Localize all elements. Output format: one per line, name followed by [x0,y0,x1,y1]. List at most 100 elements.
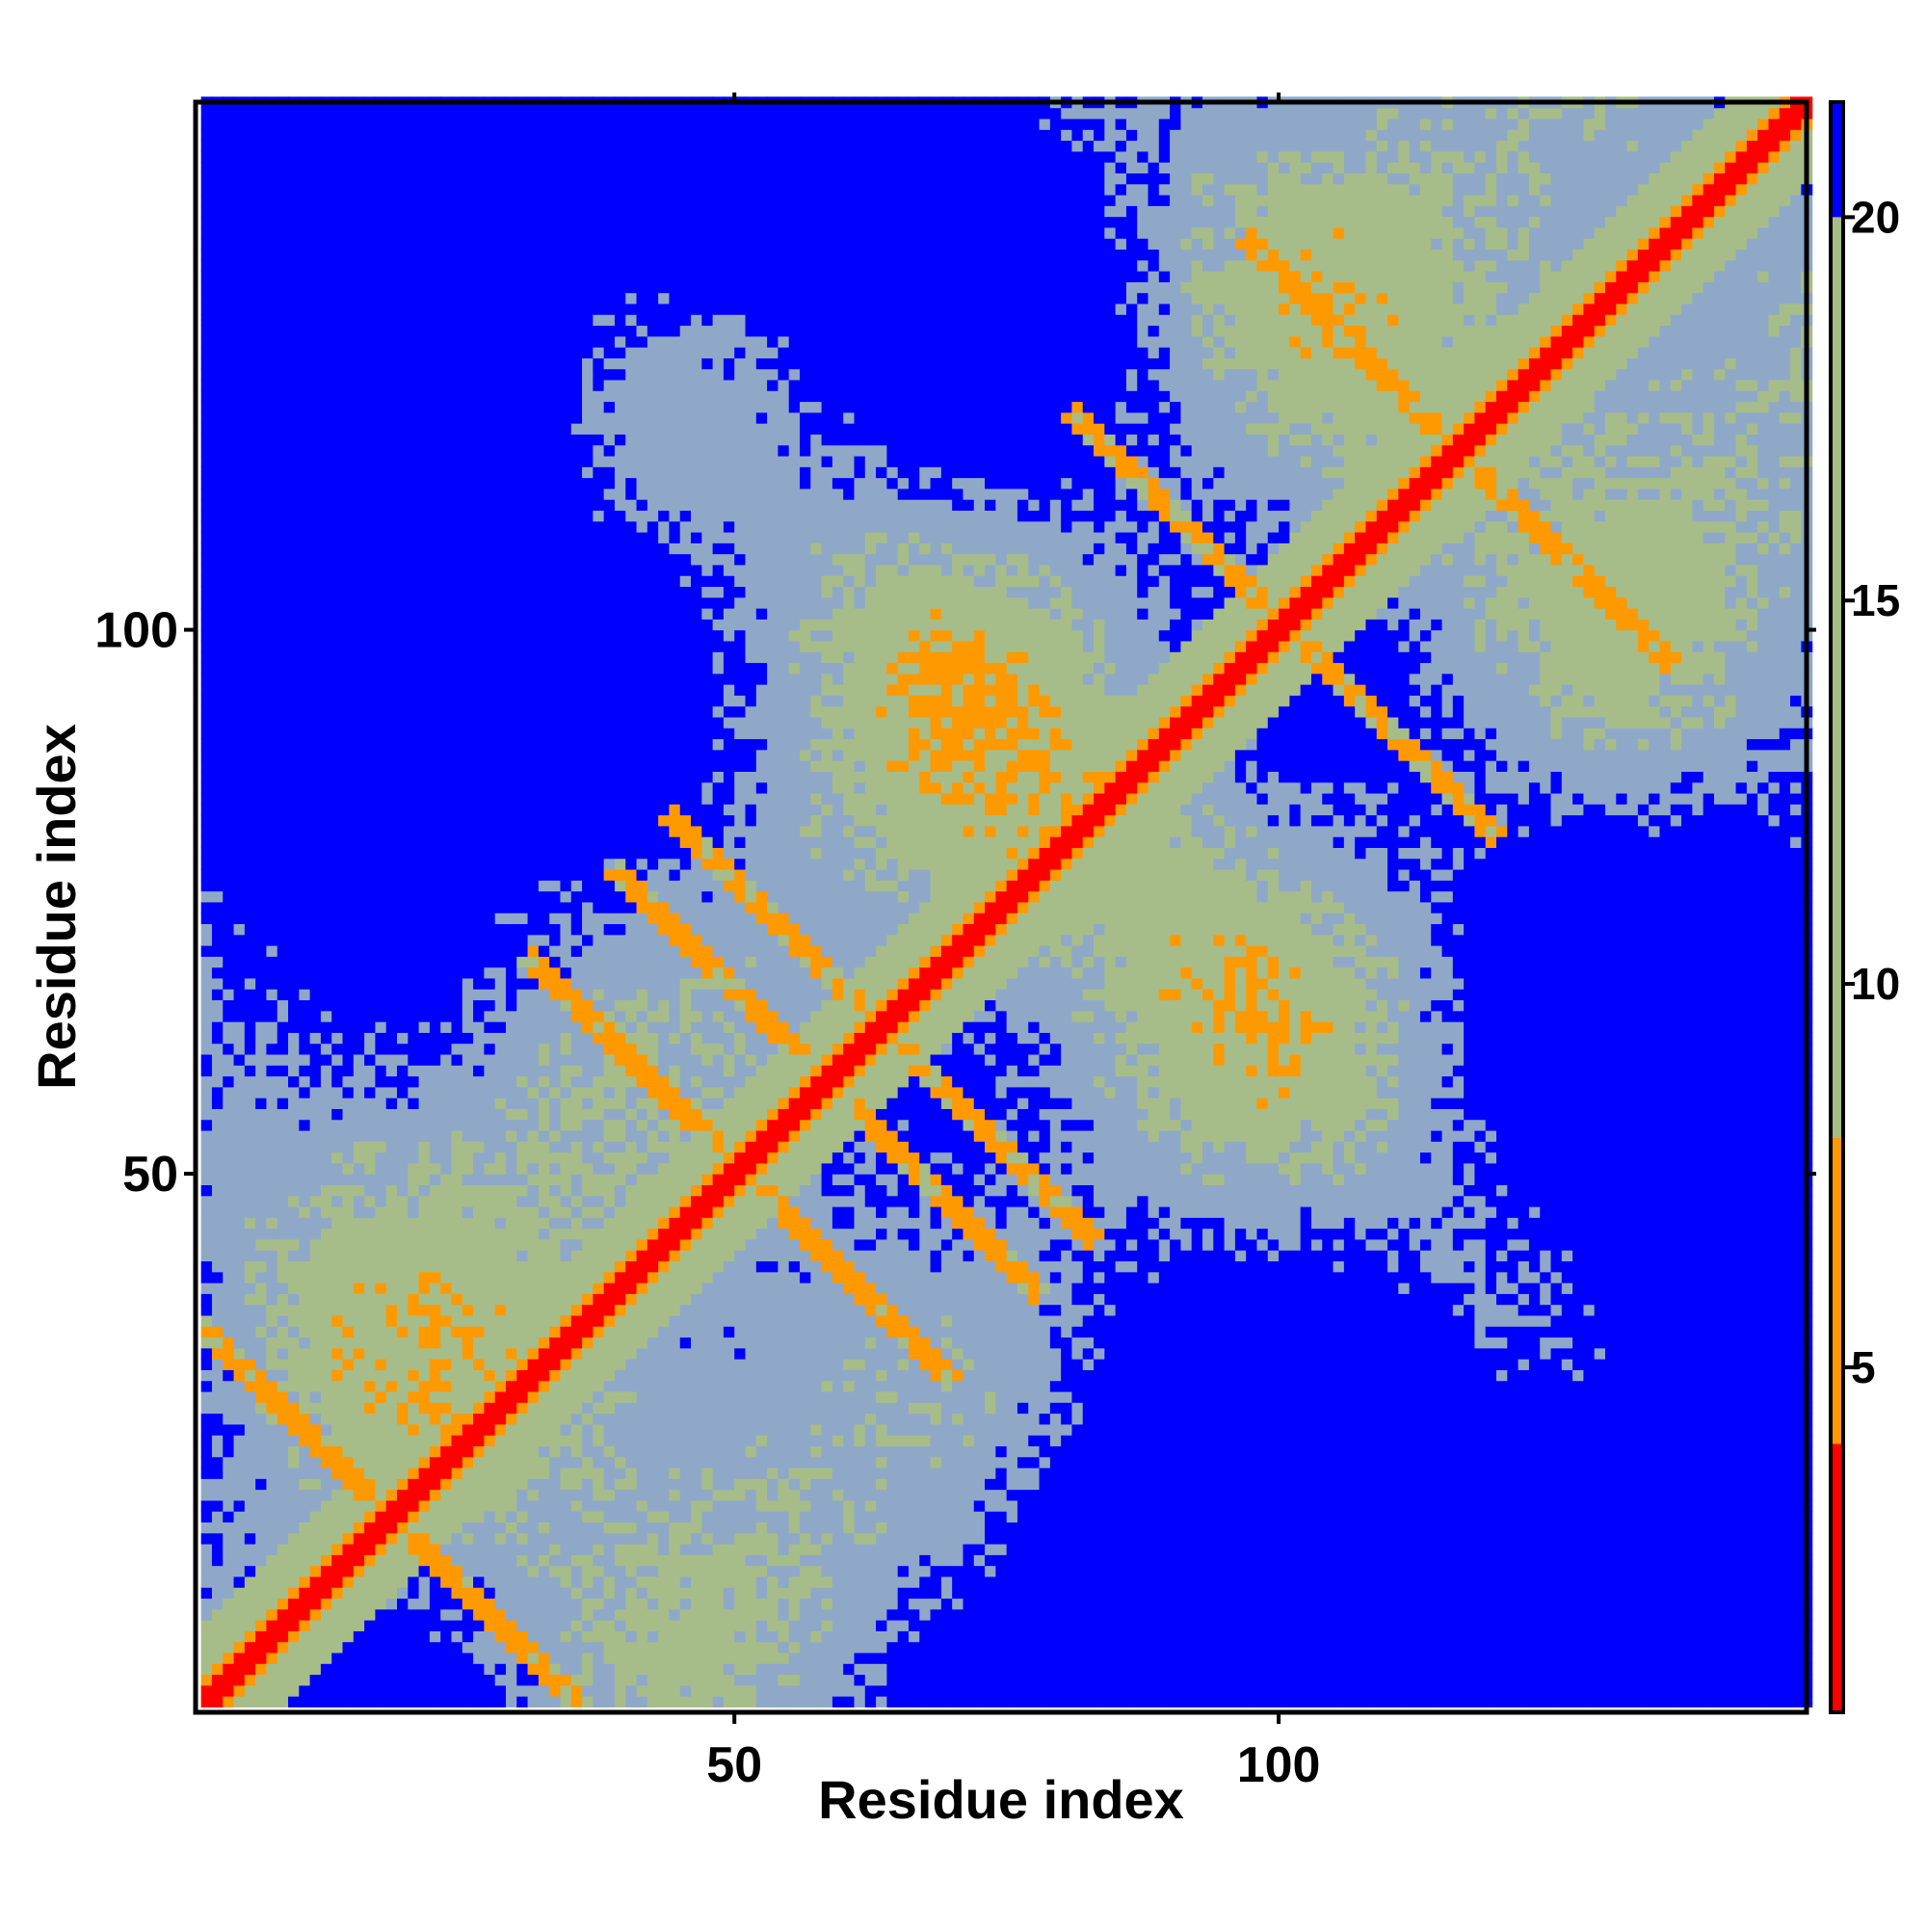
heatmap-cell [354,1293,365,1305]
heatmap-cell [516,1511,528,1522]
heatmap-cell [506,1369,517,1381]
heatmap-cell [288,1609,300,1621]
heatmap-cell [419,151,431,163]
heatmap-cell [310,554,322,566]
heatmap-cell [560,1229,571,1240]
heatmap-cell [255,369,267,381]
heatmap-cell [549,1206,561,1218]
heatmap-cell [375,1098,386,1109]
heatmap-cell [462,1021,474,1033]
heatmap-cell [539,1663,550,1675]
heatmap-cell [549,1554,561,1566]
heatmap-cell [408,1663,419,1675]
heatmap-cell [223,260,234,272]
heatmap-cell [397,1130,409,1142]
heatmap-cell [495,1272,507,1284]
heatmap-cell [495,1402,507,1414]
heatmap-cell [386,999,398,1011]
heatmap-cell [321,466,332,478]
heatmap-cell [310,1065,322,1076]
heatmap-cell [386,336,398,348]
heatmap-cell [408,456,419,467]
heatmap-cell [516,706,528,718]
heatmap-cell [266,1587,277,1599]
heatmap-cell [331,1500,343,1512]
heatmap-cell [560,1130,571,1142]
heatmap-cell [484,891,495,903]
heatmap-cell [473,162,485,173]
heatmap-cell [528,1490,540,1501]
heatmap-cell [528,1305,540,1316]
heatmap-cell [408,293,419,304]
heatmap-cell [288,826,300,837]
heatmap-cell [201,619,213,630]
heatmap-cell [277,1554,289,1566]
heatmap-cell [201,1163,213,1175]
heatmap-cell [408,674,419,685]
heatmap-cell [288,760,300,772]
heatmap-cell [462,684,474,696]
heatmap-cell [560,999,571,1011]
heatmap-cell [288,1305,300,1316]
heatmap-cell [408,1609,419,1621]
heatmap-cell [560,1283,571,1294]
heatmap-cell [495,260,507,272]
heatmap-cell [473,1642,485,1654]
heatmap-cell [419,674,431,685]
heatmap-cell [430,1217,441,1229]
heatmap-cell [495,1490,507,1501]
heatmap-cell [255,771,267,782]
heatmap-cell [331,1065,343,1076]
heatmap-cell [451,728,462,739]
heatmap-cell [539,869,550,881]
heatmap-cell [408,836,419,848]
heatmap-cell [397,1663,409,1675]
heatmap-cell [419,1369,431,1381]
heatmap-cell [375,1369,386,1381]
heatmap-cell [375,1490,386,1501]
heatmap-cell [408,108,419,119]
heatmap-cell [321,1120,332,1131]
heatmap-cell [451,1206,462,1218]
heatmap-cell [255,1457,267,1469]
heatmap-cell [212,880,224,891]
heatmap-cell [484,1206,495,1218]
heatmap-cell [310,999,322,1011]
heatmap-cell [255,1315,267,1327]
heatmap-cell [343,880,355,891]
heatmap-cell [277,1359,289,1370]
heatmap-cell [223,466,234,478]
heatmap-cell [539,466,550,478]
heatmap-cell [343,793,355,805]
heatmap-cell [299,815,310,827]
heatmap-cell [539,1021,550,1033]
heatmap-cell [430,674,441,685]
heatmap-cell [321,1032,332,1044]
heatmap-cell [331,923,343,935]
heatmap-cell [223,293,234,304]
heatmap-cell [484,151,495,163]
heatmap-cell [255,1359,267,1370]
heatmap-cell [321,1217,332,1229]
heatmap-cell [364,434,376,445]
heatmap-cell [234,619,246,630]
heatmap-cell [321,630,332,642]
heatmap-cell [539,1566,550,1577]
heatmap-cell [560,836,571,848]
heatmap-cell [375,141,386,152]
heatmap-cell [506,1326,517,1337]
heatmap-cell [516,662,528,674]
heatmap-cell [408,586,419,597]
heatmap-cell [473,1239,485,1251]
heatmap-cell [506,281,517,293]
heatmap-cell [234,1359,246,1370]
heatmap-cell [484,1120,495,1131]
heatmap-cell [386,1206,398,1218]
heatmap-cell [212,217,224,228]
heatmap-cell [440,597,452,609]
heatmap-cell [321,717,332,728]
heatmap-cell [528,1076,540,1088]
heatmap-cell [201,1696,213,1707]
heatmap-cell [288,1250,300,1261]
